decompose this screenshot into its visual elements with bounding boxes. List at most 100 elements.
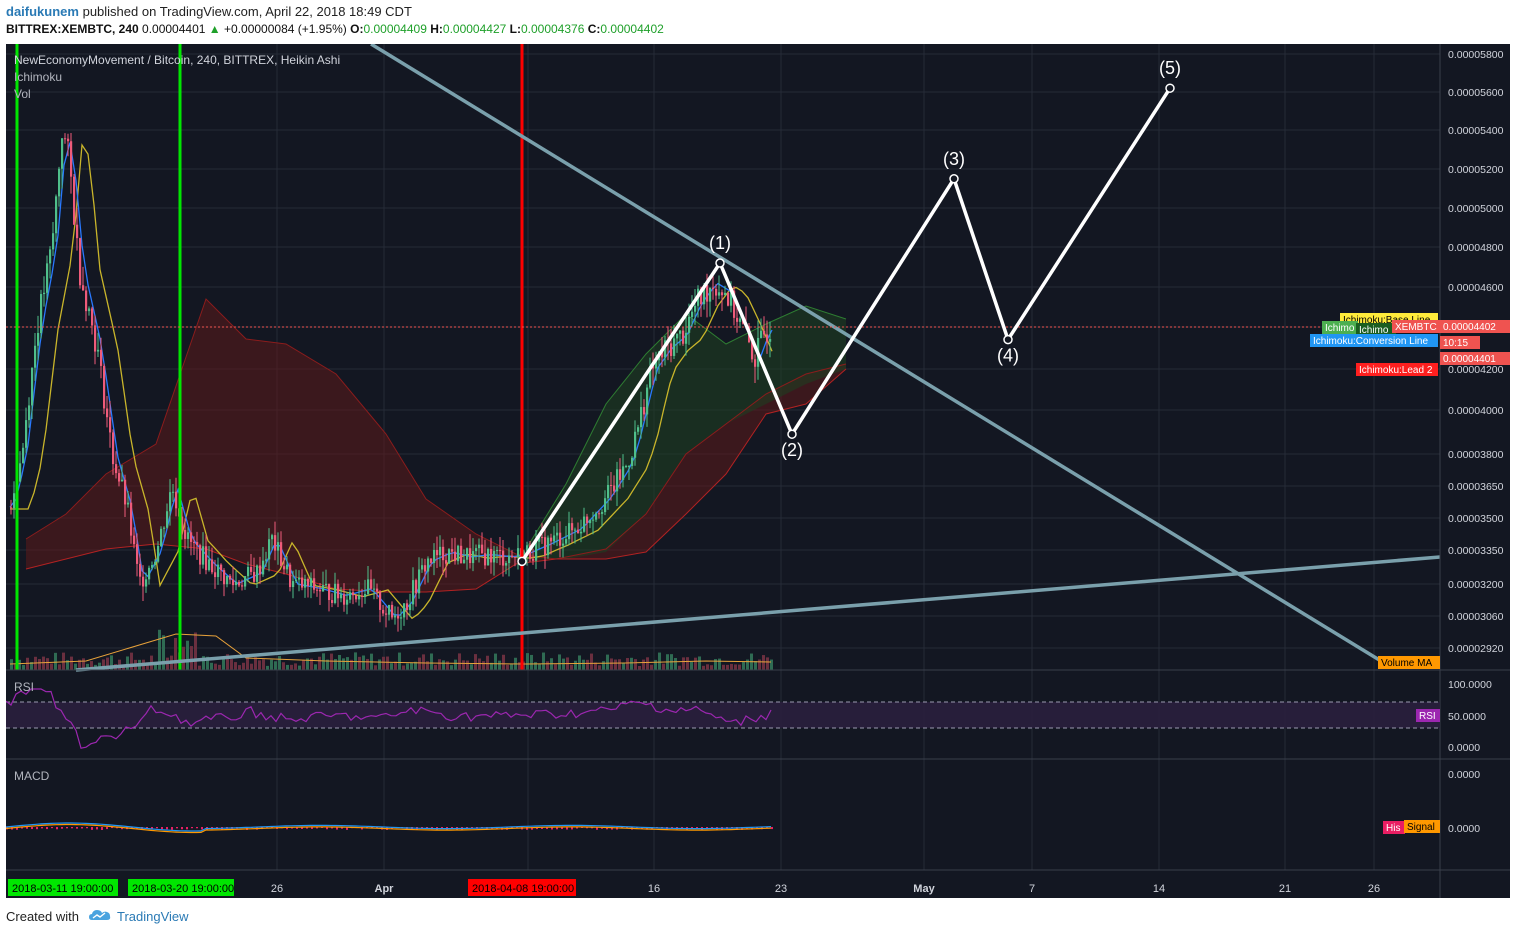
author-link[interactable]: daifukunem [6, 4, 79, 19]
x-axis-tick: Apr [375, 883, 395, 895]
candle-body [613, 485, 616, 492]
volume-bar [758, 659, 761, 670]
wave-point [1003, 334, 1013, 345]
volume-bar [378, 659, 381, 670]
volume-bar [690, 661, 693, 670]
volume-bar [762, 655, 765, 670]
volume-bar [218, 664, 221, 670]
candle-body [433, 549, 436, 563]
volume-bar [610, 658, 613, 670]
price-tag [1322, 321, 1358, 334]
volume-bar [62, 652, 65, 670]
volume-bar [730, 663, 733, 670]
macd-histogram-bar [61, 827, 63, 829]
candle-body [547, 537, 550, 556]
volume-bar [394, 661, 397, 670]
candle-body [760, 330, 763, 338]
volume-bar [330, 653, 333, 670]
candle-body [145, 579, 148, 587]
volume-bar [78, 659, 81, 670]
macd-histogram-bar [596, 827, 598, 830]
marker-date-badge [8, 879, 118, 896]
candle-body [148, 567, 151, 580]
volume-bar [766, 657, 769, 670]
rsi-pane-label[interactable]: RSI [14, 680, 35, 694]
volume-bar [318, 656, 321, 670]
candle-body [691, 311, 694, 317]
candle-body [241, 585, 244, 587]
candle-body [52, 233, 55, 250]
candle-body [385, 613, 388, 615]
volume-bar [206, 656, 209, 670]
wave-label: (1) [709, 233, 731, 253]
macd-histogram-bar [171, 827, 173, 830]
candle-body [565, 539, 568, 544]
macd-axis-tick: 0.0000 [1448, 823, 1480, 835]
volume-bar [562, 658, 565, 670]
macd-histogram-bar [91, 827, 93, 830]
macd-histogram-bar [181, 827, 183, 830]
macd-pane-label[interactable]: MACD [14, 769, 50, 783]
candle-body [133, 535, 136, 545]
price-tag-label: 0.00004402 [1443, 322, 1496, 333]
rsi-band [6, 702, 1440, 728]
volume-bar [130, 652, 133, 670]
candle-body [502, 550, 505, 566]
candle-body [661, 351, 664, 358]
volume-bar [742, 661, 745, 670]
price-axis-tick: 0.00003350 [1448, 545, 1504, 557]
marker-date-label: 2018-03-11 19:00:00 [12, 883, 113, 895]
volume-bar [638, 665, 641, 670]
candle-body [478, 544, 481, 549]
candle-body [499, 550, 502, 552]
volume-bar [262, 659, 265, 670]
candle-body [556, 532, 559, 536]
candle-body [625, 465, 628, 467]
volume-bar [510, 664, 513, 670]
macd-histogram-bar [41, 827, 43, 829]
volume-bar [478, 658, 481, 670]
candle-body [82, 285, 85, 291]
macd-histogram-bar [36, 827, 38, 830]
candle-body [454, 551, 457, 562]
candle-body [652, 366, 655, 369]
volume-bar [146, 662, 149, 670]
macd-histogram-bar [306, 827, 308, 829]
indicator-volume[interactable]: Vol [14, 87, 31, 101]
candle-body [175, 491, 178, 509]
volume-bar [306, 658, 309, 670]
volume-bar [66, 660, 69, 670]
volume-bar [606, 654, 609, 670]
candle-body [259, 565, 262, 575]
volume-bar [426, 661, 429, 670]
chart-area[interactable]: (1) (2) (3) (4) (5) 0.00005800 0.00005600 0.00… [6, 44, 1510, 898]
candle-body [400, 617, 403, 619]
candle-body [187, 532, 190, 539]
volume-bar [518, 662, 521, 670]
volume-bar [278, 655, 281, 670]
volume-bar [314, 664, 317, 670]
volume-bar [194, 632, 197, 670]
candle-body [310, 578, 313, 587]
candle-body [451, 549, 454, 552]
price-axis-tick: 0.00005400 [1448, 125, 1504, 137]
x-axis-tick: 26 [271, 883, 283, 895]
macd-histogram-bar [66, 827, 68, 829]
tradingview-link[interactable]: TradingView [117, 909, 189, 924]
chart-canvas[interactable]: (1) (2) (3) (4) (5) 0.00005800 0.00005600 0.00… [6, 44, 1510, 898]
candle-body [700, 288, 703, 305]
candle-body [409, 604, 412, 611]
candle-body [415, 580, 418, 594]
volume-bar [346, 657, 349, 670]
candle-body [268, 539, 271, 560]
price-tag [1404, 820, 1440, 833]
candle-body [115, 464, 118, 474]
indicator-ichimoku[interactable]: Ichimoku [14, 70, 63, 84]
volume-bar [362, 655, 365, 670]
price-tag [1392, 320, 1440, 333]
tradingview-cloud-icon [89, 910, 111, 920]
macd-histogram-bar [326, 827, 328, 830]
candle-body [598, 513, 601, 515]
macd-histogram-bar [576, 827, 578, 829]
macd-histogram-bar [186, 827, 188, 830]
